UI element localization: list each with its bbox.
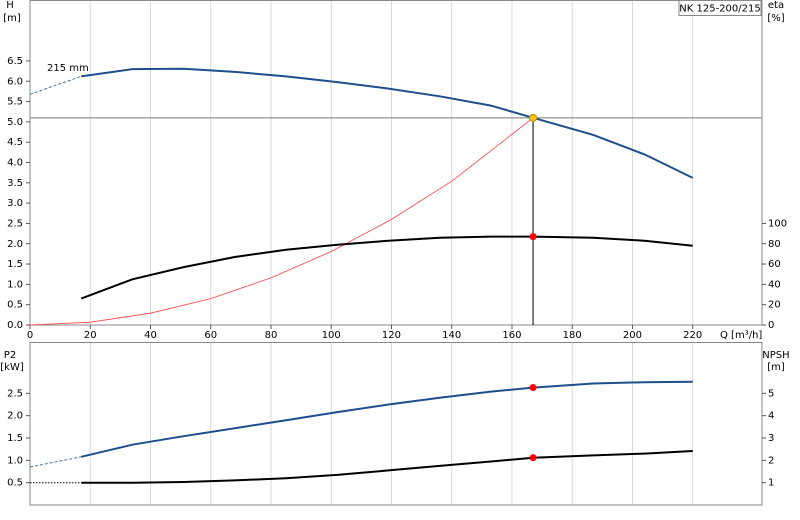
operating-point [529, 454, 537, 462]
y2-axis-label: NPSH [762, 350, 789, 361]
title-box [678, 0, 762, 16]
x-tick-label: 40 [144, 330, 157, 341]
plot-frame [29, 0, 763, 326]
x-tick-label: 100 [322, 330, 341, 341]
y-tick-label: 4.0 [7, 158, 23, 169]
y-tick-label: 3.5 [7, 178, 23, 189]
y-tick-label: 2.0 [7, 411, 23, 422]
y-axis-unit: [kW] [0, 362, 24, 373]
y-axis-label: H [6, 0, 14, 11]
y-tick-label: 0.0 [7, 320, 23, 331]
operating-point [529, 233, 537, 241]
x-tick-label: 220 [683, 330, 702, 341]
y-tick-label: 2.5 [7, 218, 23, 229]
x-tick-label: 60 [204, 330, 217, 341]
curve [81, 450, 693, 484]
y2-axis-unit: [%] [767, 13, 784, 24]
y-tick-label: 1.5 [7, 259, 23, 270]
y2-tick-label: 3 [768, 433, 774, 444]
operating-point [529, 113, 538, 122]
x-tick-label: 0 [27, 330, 33, 341]
curve [29, 75, 82, 95]
y-tick-label: 3.0 [7, 198, 23, 209]
x-tick-label: 120 [382, 330, 401, 341]
x-axis-label: Q [m³/h] [720, 330, 762, 341]
y-tick-label: 5.5 [7, 97, 23, 108]
y2-tick-label: 20 [768, 300, 781, 311]
operating-point [529, 384, 537, 392]
y2-tick-label: 0 [768, 320, 774, 331]
y2-tick-label: 2 [768, 455, 774, 466]
curve [81, 67, 694, 179]
y2-tick-label: 40 [768, 279, 781, 290]
y2-axis-label: eta [768, 0, 784, 11]
x-tick-label: 20 [84, 330, 97, 341]
y2-tick-label: 1 [768, 478, 774, 489]
y-tick-label: 6.5 [7, 56, 23, 67]
x-tick-label: 160 [502, 330, 521, 341]
chart-title: NK 125-200/215 [679, 4, 760, 15]
y-axis-label: P2 [4, 350, 16, 361]
curve [80, 380, 693, 458]
curve [80, 235, 693, 300]
y-tick-label: 1.0 [7, 279, 23, 290]
curve [29, 117, 534, 326]
curve [29, 456, 82, 468]
y-tick-label: 1.5 [7, 433, 23, 444]
y2-tick-label: 4 [768, 411, 774, 422]
y-tick-label: 0.5 [7, 478, 23, 489]
y-axis-unit: [m] [3, 13, 21, 24]
y2-tick-label: 100 [768, 218, 787, 229]
x-tick-label: 80 [265, 330, 278, 341]
x-tick-label: 140 [442, 330, 461, 341]
y2-axis-unit: [m] [767, 362, 785, 373]
y-tick-label: 6.0 [7, 76, 23, 87]
y-tick-label: 2.5 [7, 388, 23, 399]
plot-frame [29, 342, 763, 506]
y-tick-label: 5.0 [7, 117, 23, 128]
x-tick-label: 180 [563, 330, 582, 341]
y-tick-label: 1.0 [7, 455, 23, 466]
y-tick-label: 0.5 [7, 300, 23, 311]
y2-tick-label: 60 [768, 259, 781, 270]
y-tick-label: 2.0 [7, 239, 23, 250]
curve-annotation: 215 mm [47, 63, 89, 74]
y2-tick-label: 5 [768, 388, 774, 399]
y2-tick-label: 80 [768, 239, 781, 250]
y-tick-label: 4.5 [7, 137, 23, 148]
x-tick-label: 200 [623, 330, 642, 341]
